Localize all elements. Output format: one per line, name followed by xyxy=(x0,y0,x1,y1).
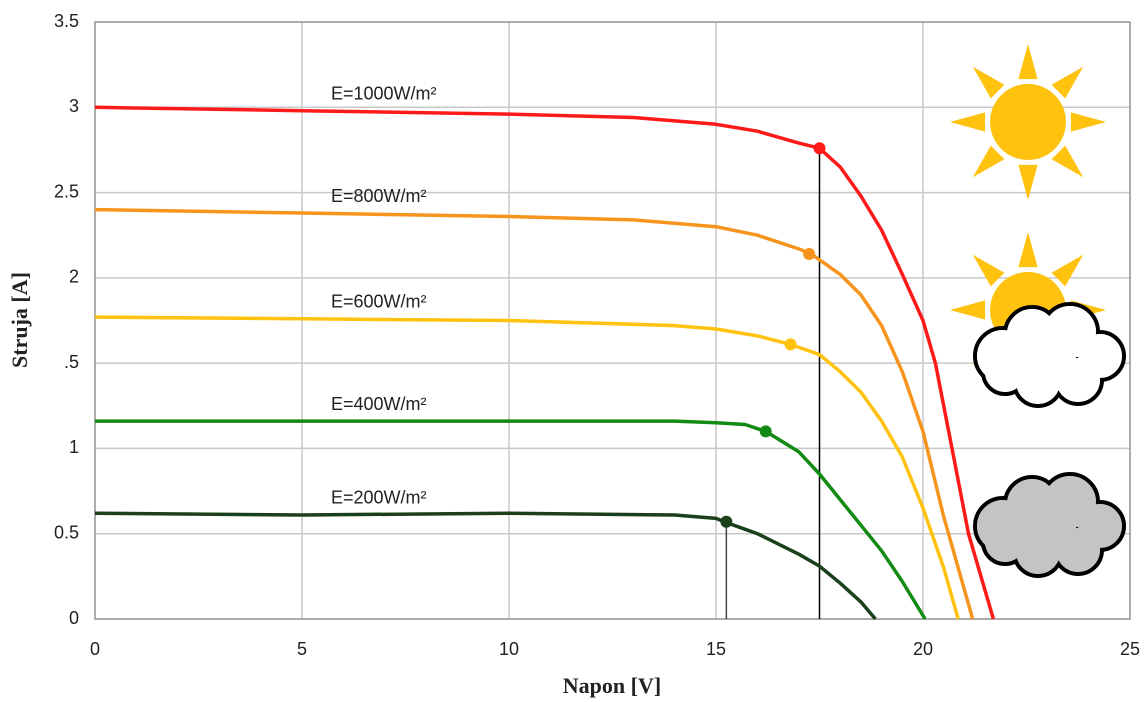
cloud-icon xyxy=(973,302,1126,408)
plot-frame xyxy=(94,21,1131,620)
sun-ray xyxy=(1051,254,1084,287)
cloud-fill xyxy=(985,352,1025,392)
mpp-point xyxy=(720,515,733,528)
curve-label: E=400W/m² xyxy=(331,394,427,414)
curve-label: E=600W/m² xyxy=(331,292,427,312)
sun-icon xyxy=(950,44,1106,200)
y-tick-label: 2.5 xyxy=(54,181,79,201)
x-tick-label: 5 xyxy=(297,639,307,659)
curve-label: E=200W/m² xyxy=(331,488,427,508)
x-tick-label: 0 xyxy=(90,639,100,659)
sun-disc xyxy=(990,84,1066,160)
y-axis-title: Struja [A] xyxy=(7,272,32,368)
y-tick-label: 0.5 xyxy=(54,522,79,542)
sun-ray xyxy=(1070,112,1106,132)
iv-curve xyxy=(94,105,996,620)
y-tick-label: 0 xyxy=(69,608,79,628)
sun-ray xyxy=(972,145,1005,178)
x-axis-title: Napon [V] xyxy=(563,673,661,698)
curve-label: E=1000W/m² xyxy=(331,83,437,103)
cloud-icon xyxy=(973,472,1126,578)
cloud-fill xyxy=(985,522,1025,562)
x-tick-label: 20 xyxy=(913,639,933,659)
x-tick-label: 25 xyxy=(1120,639,1140,659)
sun-ray xyxy=(1018,164,1038,200)
sun-ray xyxy=(1051,145,1084,178)
cloud-fill xyxy=(1020,328,1076,384)
sun-ray xyxy=(1018,44,1038,80)
y-tick-label: 1 xyxy=(69,437,79,457)
y-tick-label: 3.5 xyxy=(54,11,79,31)
sun-ray xyxy=(972,66,1005,99)
sun-ray xyxy=(972,254,1005,287)
sun-ray xyxy=(950,112,986,132)
y-tick-label: 3 xyxy=(69,96,79,116)
y-tick-label: 2 xyxy=(69,267,79,287)
iv-curve xyxy=(94,315,960,620)
iv-curve xyxy=(94,207,975,620)
x-tick-label: 15 xyxy=(706,639,726,659)
mpp-point xyxy=(803,247,816,260)
iv-curve xyxy=(94,511,877,621)
mpp-point xyxy=(784,338,797,351)
y-tick-label: .5 xyxy=(64,352,79,372)
cloud-fill xyxy=(1020,498,1076,554)
sun-ray xyxy=(1018,232,1038,268)
mpp-point xyxy=(759,425,772,438)
iv-curve xyxy=(95,419,927,620)
sun-ray xyxy=(1051,66,1084,99)
sun-ray xyxy=(950,300,986,320)
curve-label: E=800W/m² xyxy=(331,186,427,206)
mpp-point xyxy=(813,142,826,155)
x-tick-label: 10 xyxy=(499,639,519,659)
